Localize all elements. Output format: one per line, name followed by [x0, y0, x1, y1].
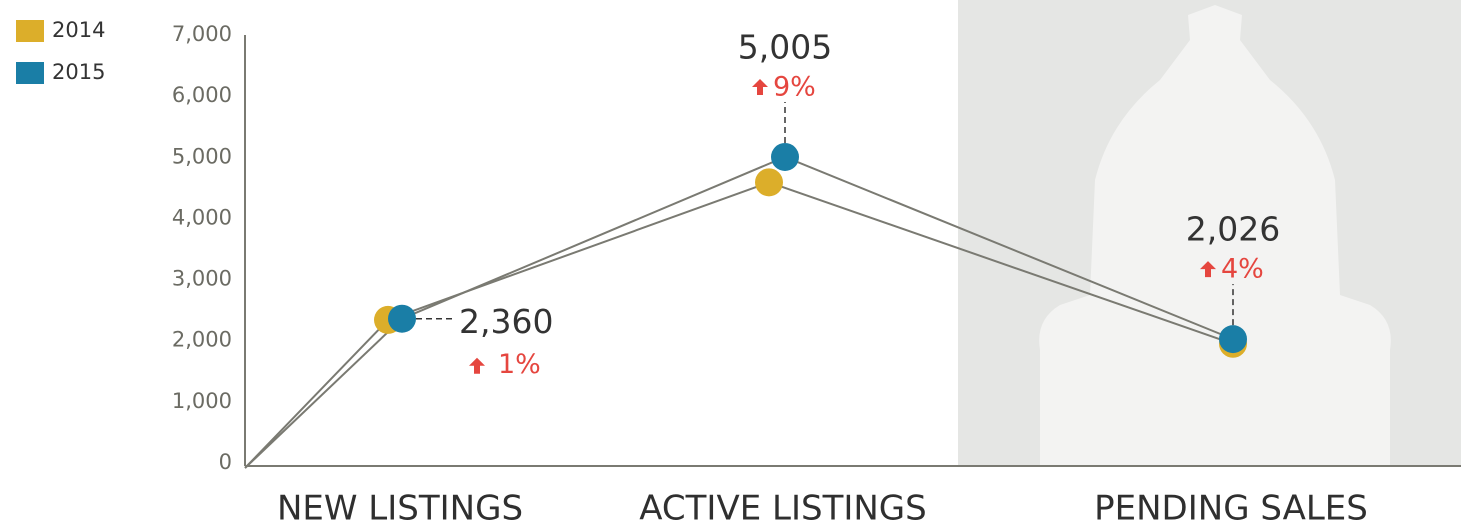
- y-tick-label: 2,000: [172, 328, 232, 352]
- legend-label: 2014: [52, 18, 105, 42]
- legend-swatch: [16, 20, 44, 42]
- up-arrow: [469, 358, 485, 374]
- y-tick-label: 4,000: [172, 205, 232, 229]
- value-label: 2,026: [1186, 210, 1280, 249]
- x-tick-label: ACTIVE LISTINGS: [639, 489, 926, 529]
- up-arrow: [752, 79, 768, 95]
- data-point: [388, 305, 416, 333]
- origin-connector: [245, 320, 388, 468]
- change-label: 9%: [773, 71, 816, 102]
- origin-connector: [245, 319, 402, 468]
- y-tick-label: 6,000: [172, 83, 232, 107]
- change-label: 1%: [498, 349, 541, 380]
- y-tick-label: 0: [219, 450, 232, 474]
- y-tick-label: 3,000: [172, 267, 232, 291]
- data-point: [755, 168, 783, 196]
- data-point: [771, 143, 799, 171]
- x-tick-label: PENDING SALES: [1094, 489, 1368, 529]
- value-label: 2,360: [459, 302, 553, 341]
- value-label: 5,005: [738, 27, 832, 66]
- x-tick-label: NEW LISTINGS: [277, 489, 523, 529]
- y-tick-label: 5,000: [172, 144, 232, 168]
- chart: 0 1,000 2,000 3,000 4,000 5,000 6,000 7,000 NEW …: [0, 0, 1461, 531]
- change-label: 4%: [1221, 254, 1264, 285]
- y-tick-label: 1,000: [172, 389, 232, 413]
- data-point: [1219, 325, 1247, 353]
- legend-swatch: [16, 62, 44, 84]
- y-tick-label: 7,000: [172, 22, 232, 46]
- legend-label: 2015: [52, 60, 105, 84]
